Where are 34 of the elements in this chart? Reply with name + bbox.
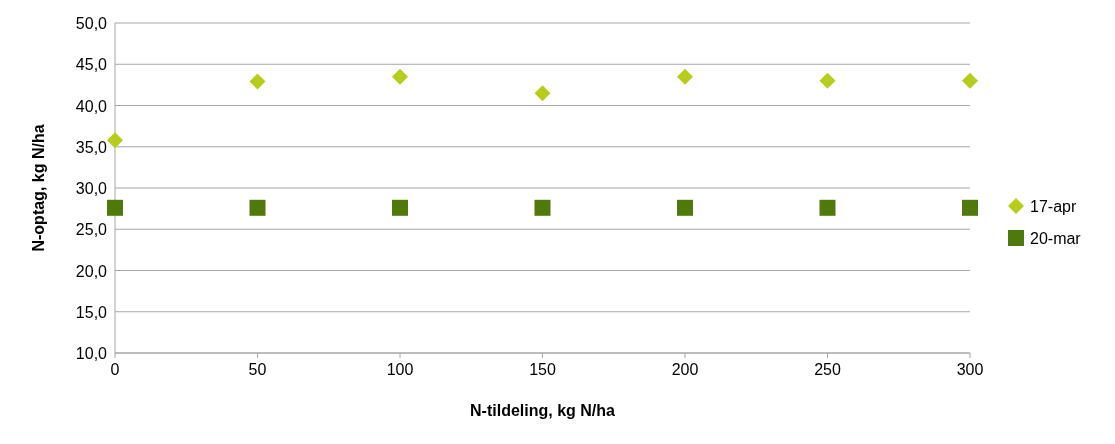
point — [534, 85, 551, 102]
x-tick-label: 100 — [386, 361, 414, 378]
x-tick-label: 150 — [529, 361, 556, 378]
x-tick-label: 200 — [671, 361, 699, 378]
point — [249, 73, 266, 90]
point — [534, 199, 551, 216]
y-tick-label: 30,0 — [75, 180, 108, 197]
point — [819, 72, 836, 89]
x-tick-label: 0 — [110, 361, 120, 378]
x-axis-title: N-tildeling, kg N/ha — [470, 402, 616, 419]
y-tick-label: 15,0 — [75, 303, 108, 321]
x-tick-label: 50 — [248, 361, 267, 378]
point — [819, 199, 836, 216]
point — [392, 199, 408, 216]
y-tick-label: 10,0 — [75, 345, 108, 362]
x-tick-label: 300 — [956, 361, 984, 378]
x-tick-label: 250 — [814, 361, 841, 378]
legend-label: 20-mar — [1030, 230, 1082, 247]
point — [962, 72, 978, 89]
point — [962, 199, 978, 216]
point — [249, 199, 266, 216]
legend-label: 17-apr — [1030, 198, 1077, 215]
y-tick-label: 35,0 — [75, 138, 108, 156]
y-tick-label: 20,0 — [75, 262, 108, 280]
point — [677, 199, 693, 216]
y-tick-label: 45,0 — [75, 56, 108, 74]
point — [677, 68, 693, 85]
point — [107, 132, 123, 149]
y-axis-title: N-optag, kg N/ha — [30, 124, 47, 252]
y-tick-label: 40,0 — [75, 97, 108, 115]
y-tick-label: 25,0 — [75, 221, 108, 239]
point — [107, 199, 123, 216]
y-tick-label: 50,0 — [75, 15, 108, 32]
point — [392, 68, 408, 85]
